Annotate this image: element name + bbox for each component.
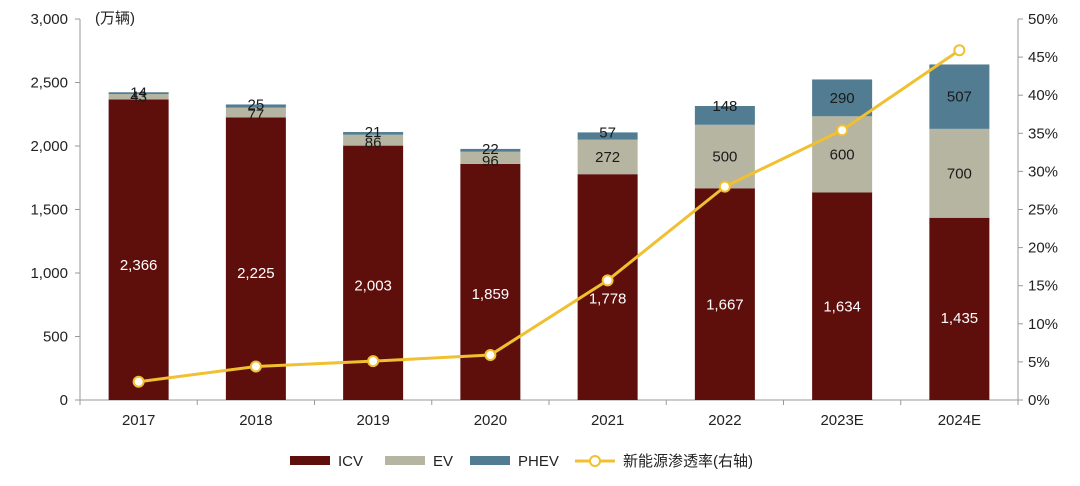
y-tick-label: 0 xyxy=(60,392,68,409)
bars xyxy=(108,64,990,401)
legend-swatch-phev xyxy=(470,456,510,465)
x-tick-label: 2018 xyxy=(239,412,272,429)
bar-segment-phev xyxy=(694,105,755,125)
y-tick-label: 1,000 xyxy=(30,265,68,282)
y-tick-label: 2,500 xyxy=(30,75,68,92)
data-label-icv: 1,435 xyxy=(941,310,979,327)
legend-swatch-ev xyxy=(385,456,425,465)
y2-tick-label: 25% xyxy=(1028,202,1058,219)
data-label-icv: 2,366 xyxy=(120,257,158,274)
data-label-icv: 1,778 xyxy=(589,290,627,307)
bar-segment-icv xyxy=(929,217,990,400)
penetration-point xyxy=(718,180,731,193)
penetration-point xyxy=(249,360,262,373)
data-label-ev: 43 xyxy=(130,89,147,106)
data-label-phev: 57 xyxy=(599,124,616,141)
data-label-phev: 290 xyxy=(830,90,855,107)
bar-segment-phev xyxy=(577,132,638,140)
data-label-ev: 96 xyxy=(482,153,499,170)
legend-label: PHEV xyxy=(518,453,559,470)
x-tick-label: 2022 xyxy=(708,412,741,429)
axes: 0 500 1,000 1,500 2,000 2,500 3,000 0% 5% 10% 15% 2… xyxy=(30,11,1058,429)
legend-line-marker xyxy=(589,455,601,467)
bar-segment-icv xyxy=(694,188,755,400)
legend: ICV EV PHEV 新能源渗透率(右轴) xyxy=(290,453,753,470)
bar-segment-ev xyxy=(108,94,169,100)
bar-segment-ev xyxy=(929,128,990,218)
penetration-point xyxy=(484,349,497,362)
data-label-ev: 700 xyxy=(947,165,972,182)
bar-segment-phev xyxy=(108,92,169,95)
legend-label: ICV xyxy=(338,453,363,470)
bar-segment-icv xyxy=(812,192,873,400)
x-tick-label: 2020 xyxy=(474,412,507,429)
data-label-icv: 1,634 xyxy=(823,299,861,316)
data-label-phev: 25 xyxy=(248,96,265,113)
penetration-point xyxy=(367,355,380,368)
penetration-point xyxy=(601,274,614,287)
y2-tick-label: 35% xyxy=(1028,125,1058,142)
x-tick-label: 2023E xyxy=(820,412,863,429)
bar-segment-ev xyxy=(460,151,521,164)
data-label-phev: 22 xyxy=(482,141,499,158)
data-label-ev: 500 xyxy=(712,149,737,166)
y2-tick-label: 40% xyxy=(1028,87,1058,104)
data-label-ev: 77 xyxy=(248,106,265,123)
bar-segment-ev xyxy=(577,139,638,175)
x-tick-label: 2024E xyxy=(938,412,981,429)
data-label-phev: 21 xyxy=(365,124,382,141)
data-label-ev: 272 xyxy=(595,149,620,166)
penetration-point xyxy=(836,124,849,137)
bar-segment-phev xyxy=(460,148,521,152)
data-label-phev: 148 xyxy=(712,98,737,115)
x-tick-label: 2021 xyxy=(591,412,624,429)
y2-tick-label: 15% xyxy=(1028,278,1058,295)
bar-segment-icv xyxy=(225,117,286,401)
data-label-ev: 600 xyxy=(830,146,855,163)
bar-segment-phev xyxy=(343,132,404,135)
bar-segment-phev xyxy=(225,104,286,108)
data-label-phev: 14 xyxy=(130,84,147,101)
y2-tick-label: 20% xyxy=(1028,240,1058,257)
y2-tick-label: 30% xyxy=(1028,163,1058,180)
data-label-icv: 1,859 xyxy=(472,286,510,303)
y2-tick-label: 45% xyxy=(1028,49,1058,66)
data-label-icv: 2,225 xyxy=(237,265,275,282)
y2-tick-label: 50% xyxy=(1028,11,1058,28)
x-tick-label: 2017 xyxy=(122,412,155,429)
bar-segment-icv xyxy=(108,99,169,400)
penetration-point xyxy=(132,375,145,388)
bar-segment-icv xyxy=(577,174,638,400)
legend-label: 新能源渗透率(右轴) xyxy=(623,453,753,470)
y2-tick-label: 0% xyxy=(1028,392,1050,409)
y2-tick-label: 10% xyxy=(1028,316,1058,333)
bar-segment-ev xyxy=(343,134,404,146)
bar-segment-ev xyxy=(225,107,286,118)
bar-segment-icv xyxy=(460,163,521,400)
penetration-line-path xyxy=(138,49,961,384)
data-label-icv: 2,003 xyxy=(354,278,392,295)
bar-segment-phev xyxy=(812,79,873,117)
data-label-icv: 1,667 xyxy=(706,297,744,314)
y-tick-label: 1,500 xyxy=(30,202,68,219)
y-axis-unit-label: (万辆) xyxy=(95,10,135,27)
penetration-point xyxy=(953,44,966,57)
y2-tick-label: 5% xyxy=(1028,354,1050,371)
y-tick-label: 500 xyxy=(43,329,68,346)
y-tick-label: 3,000 xyxy=(30,11,68,28)
bar-segment-phev xyxy=(929,64,990,129)
penetration-line xyxy=(132,44,966,388)
data-label-ev: 86 xyxy=(365,135,382,152)
y-tick-label: 2,000 xyxy=(30,138,68,155)
data-label-phev: 507 xyxy=(947,89,972,106)
legend-swatch-icv xyxy=(290,456,330,465)
x-tick-label: 2019 xyxy=(356,412,389,429)
legend-label: EV xyxy=(433,453,453,470)
